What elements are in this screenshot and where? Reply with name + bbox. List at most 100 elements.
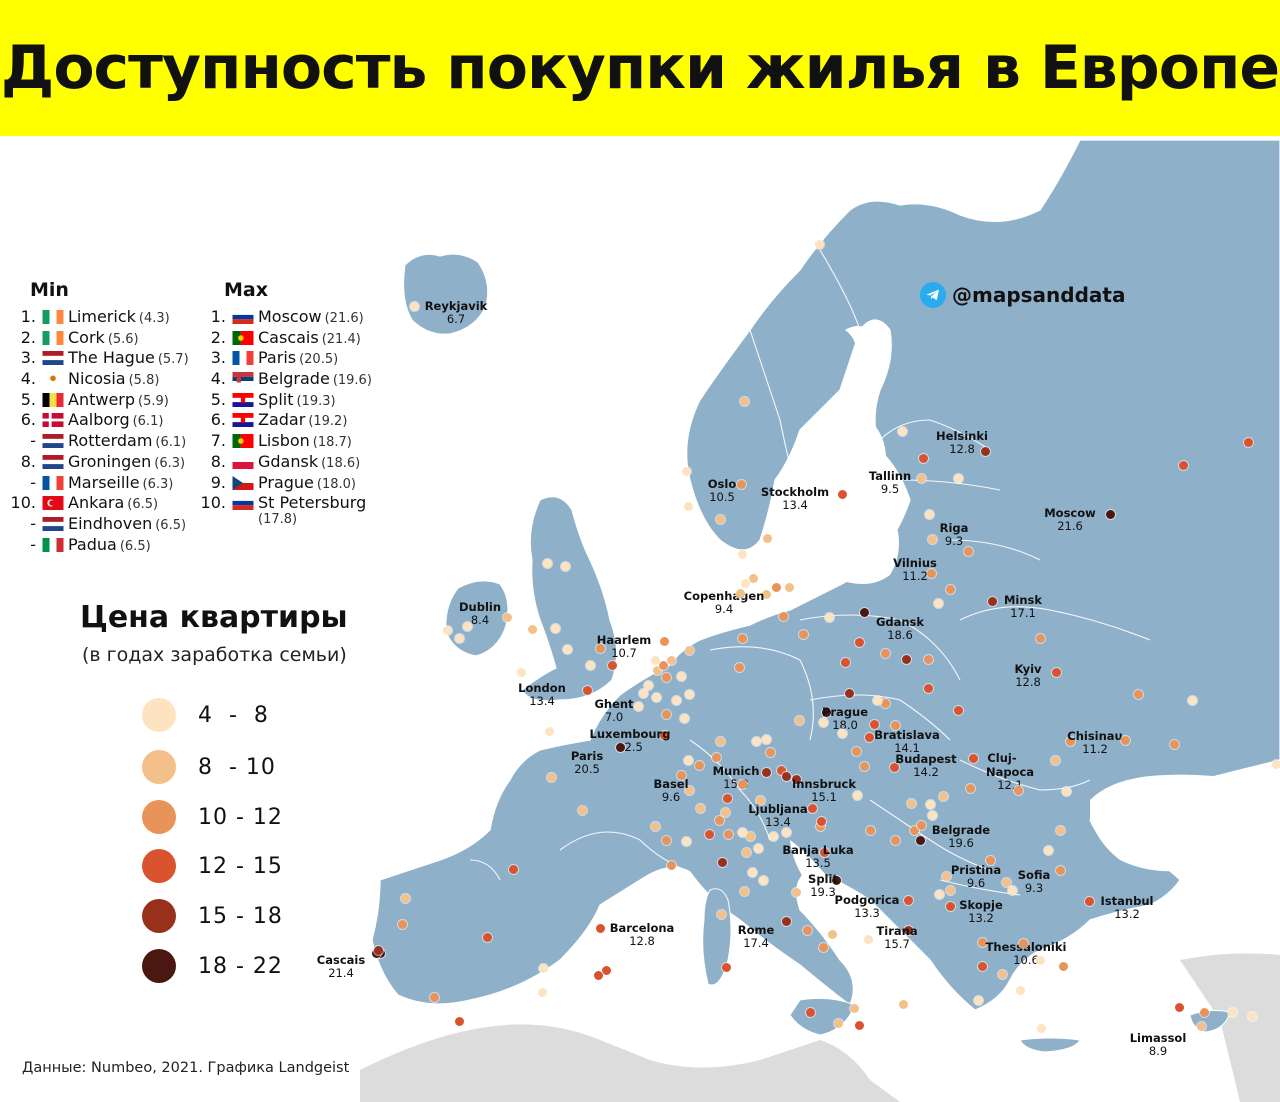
rank-value: (18.0) bbox=[316, 476, 356, 492]
cz-flag-icon bbox=[232, 475, 254, 490]
legend-item: 4 - 8 bbox=[142, 697, 342, 733]
legend-label: 4 - 8 bbox=[198, 702, 269, 728]
max-heading: Max bbox=[224, 279, 268, 301]
legend-label: 8 - 10 bbox=[198, 754, 276, 780]
rank-city: Rotterdam bbox=[68, 431, 153, 451]
legend-swatch bbox=[142, 849, 176, 883]
be-flag-icon bbox=[42, 392, 64, 407]
ireland-landmass bbox=[445, 580, 509, 657]
rank-city: Paris bbox=[258, 348, 297, 368]
rank-item: 3. The Hague (5.7) bbox=[0, 348, 189, 369]
gulf-of-bothnia bbox=[845, 326, 882, 420]
rank-city: Antwerp bbox=[68, 389, 136, 409]
telegram-icon bbox=[920, 282, 946, 308]
rank-number: 5. bbox=[210, 389, 226, 409]
hr-flag-icon bbox=[232, 413, 254, 428]
rank-item: 6. Zadar (19.2) bbox=[190, 410, 372, 431]
great-britain-landmass bbox=[521, 496, 618, 702]
rank-number: 8. bbox=[20, 451, 36, 471]
fr-flag-icon bbox=[232, 351, 254, 366]
nl-flag-icon bbox=[42, 516, 64, 531]
rank-city: Aalborg bbox=[68, 410, 130, 430]
rank-item: 7. Lisbon (18.7) bbox=[190, 431, 372, 452]
rank-city: Eindhoven bbox=[68, 513, 153, 533]
rs-flag-icon bbox=[232, 372, 254, 387]
rank-item: 8. Groningen (6.3) bbox=[0, 452, 189, 473]
rank-item: 8. Gdansk (18.6) bbox=[190, 452, 372, 473]
ie-flag-icon bbox=[42, 310, 64, 324]
pt-flag-icon bbox=[232, 330, 254, 345]
min-heading: Min bbox=[30, 279, 69, 301]
rank-item: 2. Cascais (21.4) bbox=[190, 328, 372, 349]
crete bbox=[1019, 1037, 1081, 1053]
legend-item: 12 - 15 bbox=[142, 848, 342, 884]
corsica-sardinia bbox=[702, 888, 732, 986]
rank-city: Belgrade bbox=[258, 369, 330, 389]
rank-number: 1. bbox=[210, 307, 226, 326]
legend-swatch bbox=[142, 698, 176, 732]
rank-value: (21.6) bbox=[324, 311, 364, 326]
rank-city: The Hague bbox=[68, 348, 155, 368]
rank-item: 5. Antwerp (5.9) bbox=[0, 390, 189, 411]
country-borders bbox=[469, 249, 1151, 896]
rank-item: - Rotterdam (6.1) bbox=[0, 431, 189, 452]
rank-number: 1. bbox=[20, 307, 36, 326]
rank-number: - bbox=[30, 431, 36, 451]
africa-landmass bbox=[360, 1024, 900, 1102]
rank-value: (5.6) bbox=[107, 331, 139, 347]
rank-item: 1. Moscow (21.6) bbox=[190, 307, 372, 328]
ie-flag-icon bbox=[42, 330, 64, 345]
legend-item: 8 - 10 bbox=[142, 749, 342, 785]
rank-number: 4. bbox=[210, 369, 226, 389]
brand-handle[interactable]: @mapsanddata bbox=[920, 282, 1125, 308]
rank-value: (6.3) bbox=[142, 476, 174, 492]
rank-item: 2. Cork (5.6) bbox=[0, 328, 189, 349]
rank-value: (5.9) bbox=[138, 393, 169, 409]
legend-title: Цена квартиры bbox=[80, 600, 348, 635]
rank-city: Marseille bbox=[68, 472, 140, 492]
rank-number: 6. bbox=[20, 410, 36, 430]
rank-number: 7. bbox=[210, 431, 226, 451]
rank-item: - Marseille (6.3) bbox=[0, 473, 189, 494]
rank-number: 5. bbox=[20, 389, 36, 409]
rank-item: - Eindhoven (6.5) bbox=[0, 514, 189, 535]
rank-number: - bbox=[30, 472, 36, 492]
ru-flag-icon bbox=[232, 310, 254, 324]
rank-value: (20.5) bbox=[299, 352, 339, 368]
rank-city: Limerick bbox=[68, 307, 136, 326]
legend-swatch bbox=[142, 899, 176, 933]
cy-flag-icon bbox=[42, 372, 64, 387]
legend-swatch bbox=[142, 949, 176, 983]
baltic-sea bbox=[826, 412, 899, 584]
rank-number: 9. bbox=[210, 472, 226, 492]
rank-value: (18.6) bbox=[321, 455, 361, 471]
rank-city: Padua bbox=[68, 534, 117, 554]
pt-flag-icon bbox=[232, 434, 254, 449]
rank-value: (19.3) bbox=[296, 393, 336, 409]
max-list: 1. Moscow (21.6) 2. Cascais (21.4) 3. Paris (20.… bbox=[190, 307, 372, 527]
legend-swatch bbox=[142, 750, 176, 784]
brand-text: @mapsanddata bbox=[952, 283, 1126, 307]
rank-value: (6.1) bbox=[132, 414, 164, 430]
turkey-east-landmass bbox=[1180, 953, 1280, 1102]
rank-number: 2. bbox=[20, 327, 36, 347]
rank-value: (5.7) bbox=[157, 352, 189, 368]
rank-item: 9. Prague (18.0) bbox=[190, 473, 372, 494]
iceland-landmass bbox=[402, 253, 489, 335]
rank-number: 3. bbox=[210, 348, 226, 368]
rank-value: (6.5) bbox=[127, 497, 159, 513]
rank-city: Lisbon bbox=[258, 431, 310, 451]
sicily bbox=[789, 997, 856, 1036]
rank-city: Nicosia bbox=[68, 369, 126, 389]
hr-flag-icon bbox=[232, 392, 254, 407]
rank-number: 8. bbox=[210, 451, 226, 471]
legend-swatch bbox=[142, 800, 176, 834]
dk-flag-icon bbox=[42, 413, 64, 428]
legend-item: 10 - 12 bbox=[142, 799, 342, 835]
rank-city: Prague bbox=[258, 472, 314, 492]
rank-item: 5. Split (19.3) bbox=[190, 390, 372, 411]
rank-number: - bbox=[30, 534, 36, 554]
rank-city: Cork bbox=[68, 327, 105, 347]
rank-value: (19.2) bbox=[308, 414, 348, 430]
rank-city: Zadar bbox=[258, 410, 306, 430]
